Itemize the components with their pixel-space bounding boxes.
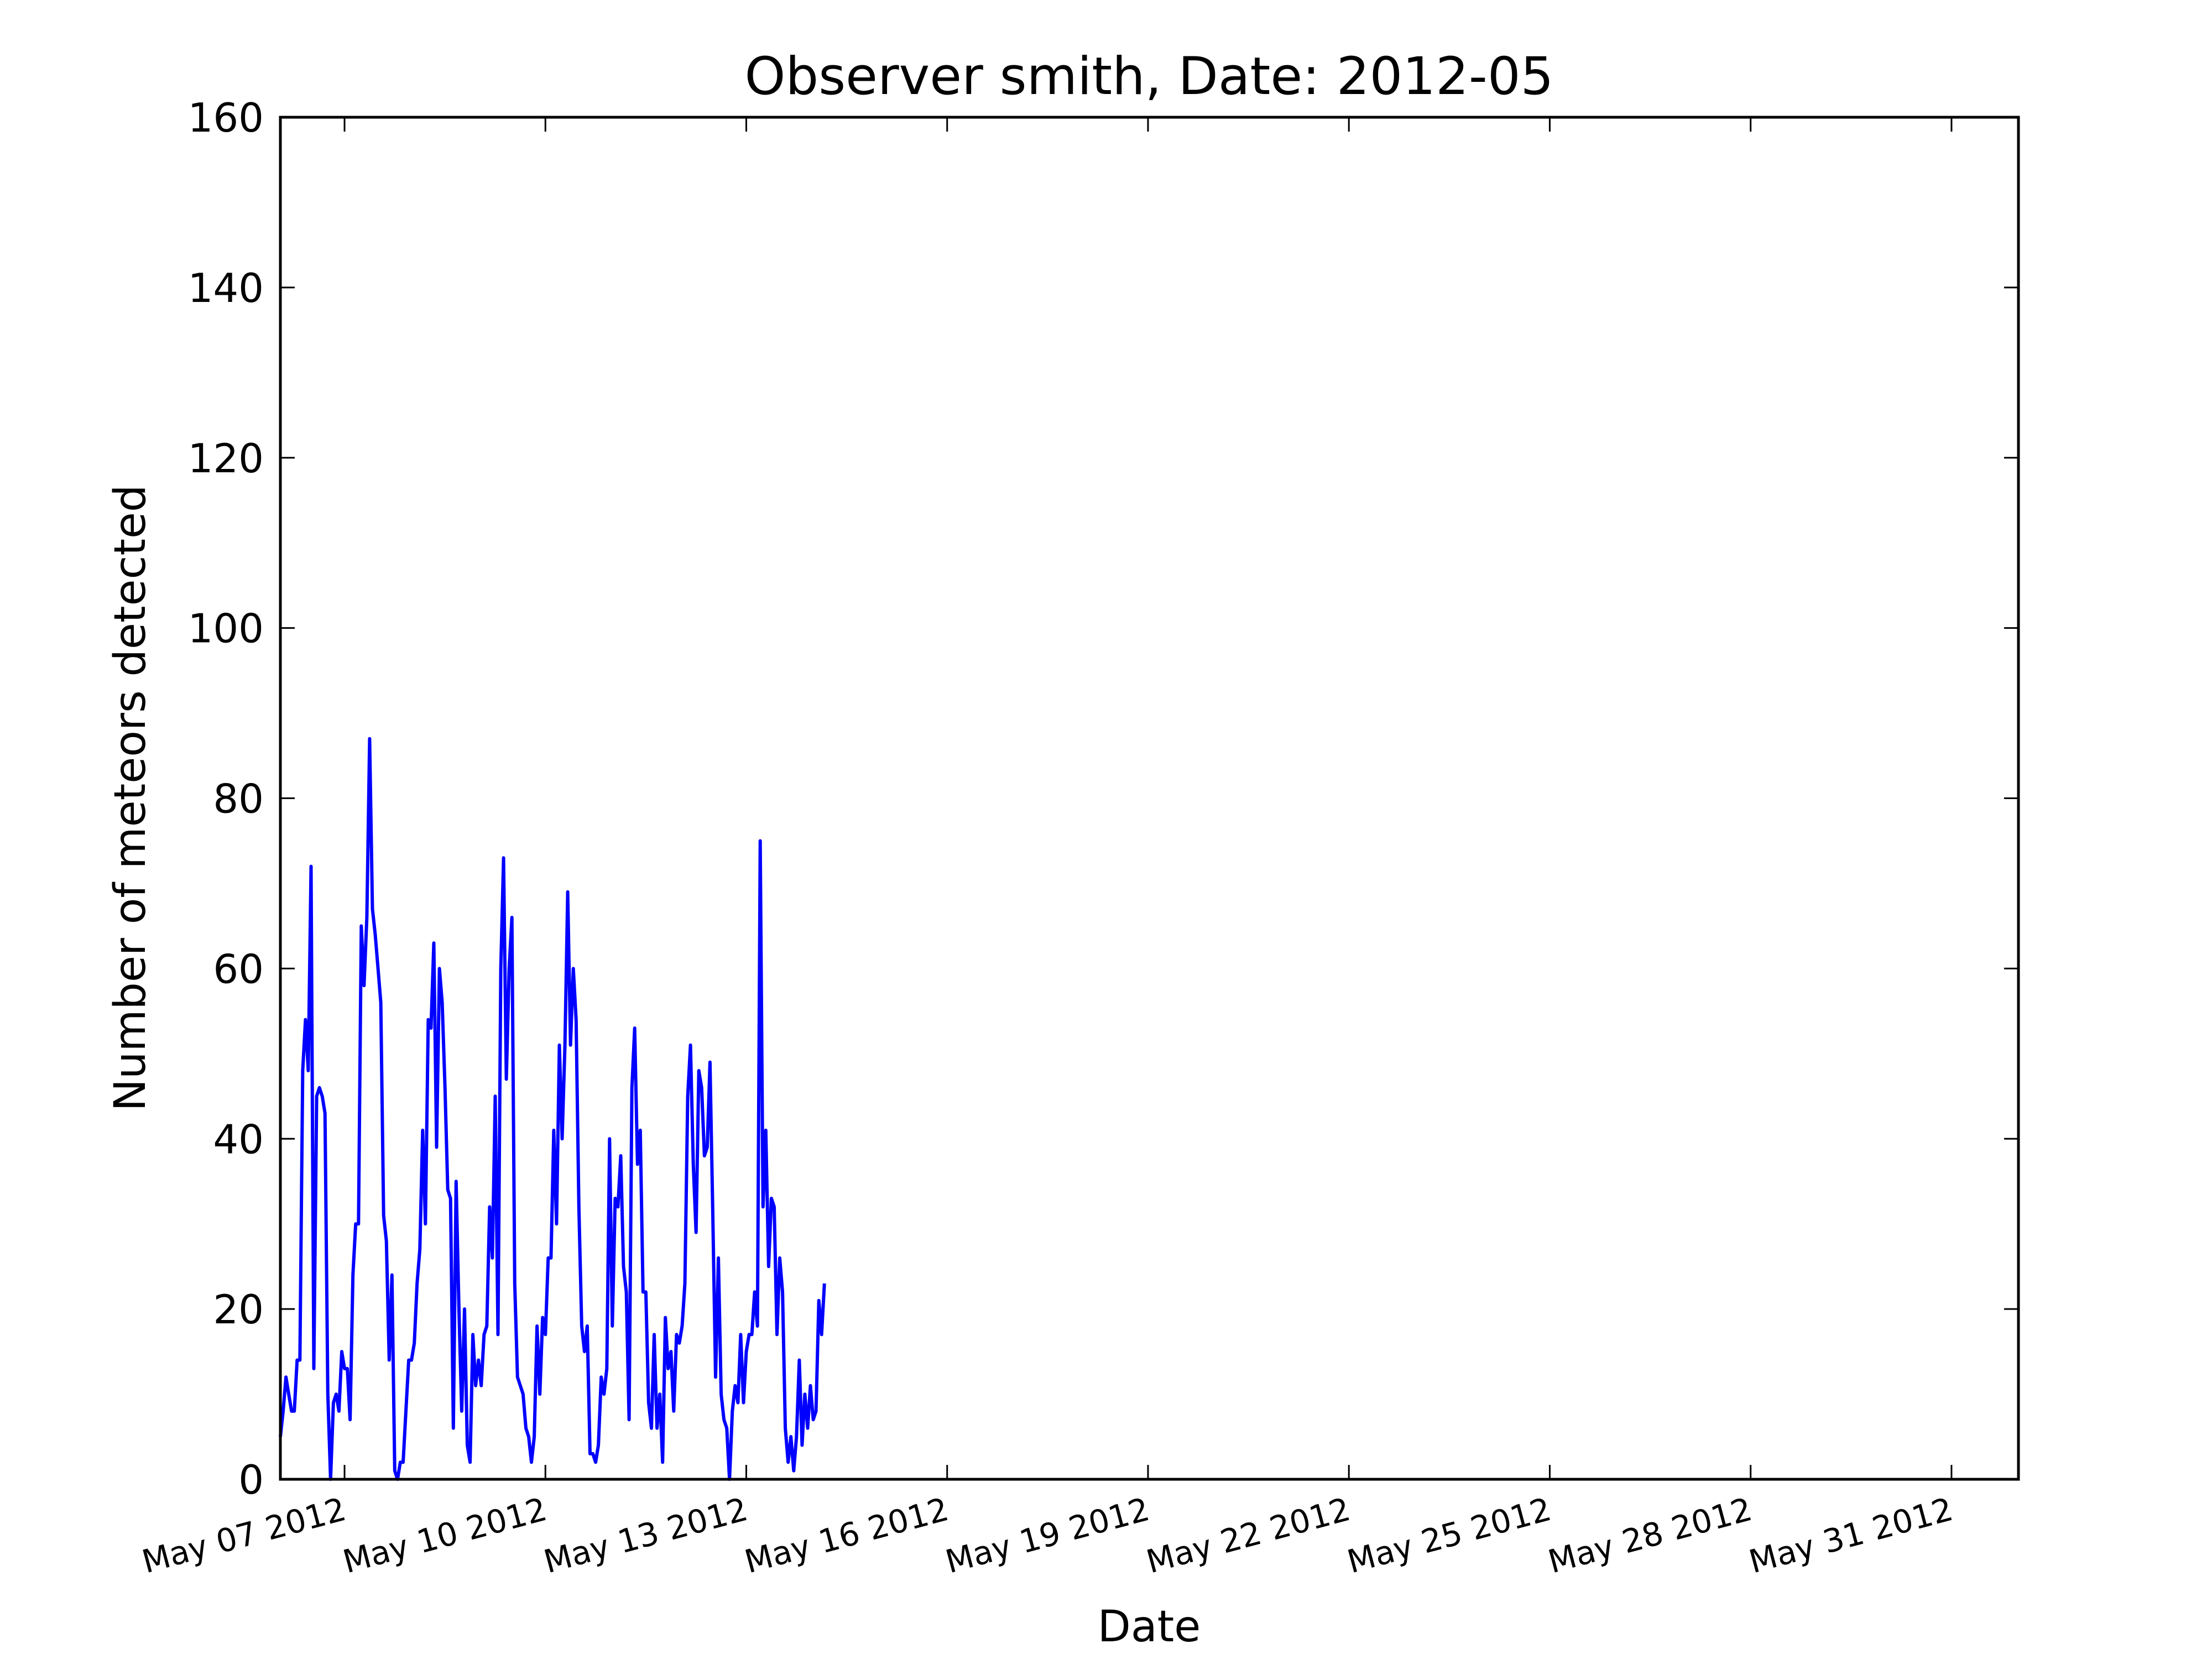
y-tick-label: 120 [188, 435, 264, 482]
y-tick-label: 100 [188, 606, 264, 652]
y-axis-label: Number of meteors detected [106, 485, 155, 1112]
y-tick-label: 60 [213, 946, 264, 992]
y-tick-label: 40 [213, 1116, 264, 1162]
y-tick-label: 0 [238, 1457, 264, 1503]
y-tick-label: 160 [188, 95, 264, 141]
y-tick-label: 20 [213, 1286, 264, 1333]
chart-title: Observer smith, Date: 2012-05 [745, 46, 1554, 107]
y-tick-label: 140 [188, 265, 264, 311]
data-line [279, 737, 826, 1481]
plot-frame [279, 116, 2020, 1481]
y-tick-label: 80 [213, 776, 264, 822]
x-axis-label: Date [1098, 1602, 1201, 1652]
